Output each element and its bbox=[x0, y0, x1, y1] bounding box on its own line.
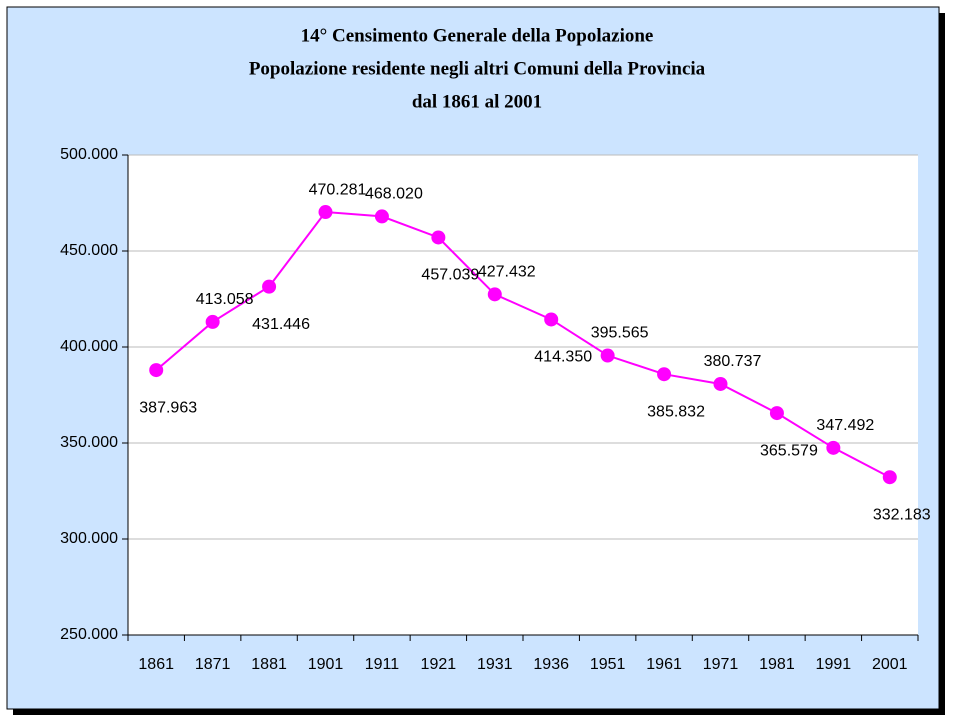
x-tick-label: 1911 bbox=[365, 656, 400, 673]
data-label: 365.579 bbox=[760, 442, 818, 459]
data-label: 385.832 bbox=[647, 403, 705, 420]
x-tick-label: 1951 bbox=[590, 656, 626, 673]
chart-title: 14° Censimento Generale della Popolazion… bbox=[301, 25, 654, 46]
marker bbox=[544, 312, 559, 327]
data-label: 457.039 bbox=[421, 267, 479, 284]
y-tick-label: 450.000 bbox=[60, 242, 118, 259]
marker bbox=[487, 287, 502, 302]
x-tick-label: 1991 bbox=[816, 656, 852, 673]
marker bbox=[262, 279, 277, 294]
marker bbox=[713, 376, 728, 391]
data-label: 427.432 bbox=[478, 264, 536, 281]
marker bbox=[431, 230, 446, 245]
y-tick-label: 250.000 bbox=[60, 626, 118, 643]
x-tick-label: 1931 bbox=[477, 656, 513, 673]
marker bbox=[882, 470, 897, 485]
data-label: 414.350 bbox=[534, 349, 592, 366]
data-label: 332.183 bbox=[873, 506, 931, 523]
x-tick-label: 1936 bbox=[533, 656, 569, 673]
y-tick-label: 300.000 bbox=[60, 530, 118, 547]
data-label: 413.058 bbox=[196, 291, 254, 308]
y-tick-label: 400.000 bbox=[60, 338, 118, 355]
x-tick-label: 1881 bbox=[251, 656, 287, 673]
marker bbox=[826, 440, 841, 455]
y-tick-label: 500.000 bbox=[60, 146, 118, 163]
x-tick-label: 2001 bbox=[872, 656, 908, 673]
marker bbox=[318, 205, 333, 220]
marker bbox=[205, 314, 220, 329]
data-label: 431.446 bbox=[252, 316, 310, 333]
plot-area bbox=[128, 155, 918, 635]
marker bbox=[149, 363, 164, 378]
marker bbox=[374, 209, 389, 224]
x-tick-label: 1971 bbox=[703, 656, 739, 673]
x-tick-label: 1901 bbox=[308, 656, 344, 673]
x-tick-label: 1961 bbox=[646, 656, 682, 673]
chart-title: Popolazione residente negli altri Comuni… bbox=[249, 58, 706, 79]
data-label: 470.281 bbox=[309, 181, 367, 198]
chart-title: dal 1861 al 2001 bbox=[412, 91, 542, 112]
data-label: 347.492 bbox=[816, 417, 874, 434]
marker bbox=[769, 406, 784, 421]
data-label: 395.565 bbox=[591, 325, 649, 342]
x-tick-label: 1871 bbox=[195, 656, 231, 673]
x-tick-label: 1921 bbox=[421, 656, 457, 673]
marker bbox=[657, 367, 672, 382]
y-tick-label: 350.000 bbox=[60, 434, 118, 451]
data-label: 380.737 bbox=[704, 353, 762, 370]
data-label: 387.963 bbox=[139, 399, 197, 416]
data-label: 468.020 bbox=[365, 186, 423, 203]
x-tick-label: 1981 bbox=[759, 656, 795, 673]
marker bbox=[600, 348, 615, 363]
x-tick-label: 1861 bbox=[138, 656, 174, 673]
line bbox=[155, 211, 891, 479]
